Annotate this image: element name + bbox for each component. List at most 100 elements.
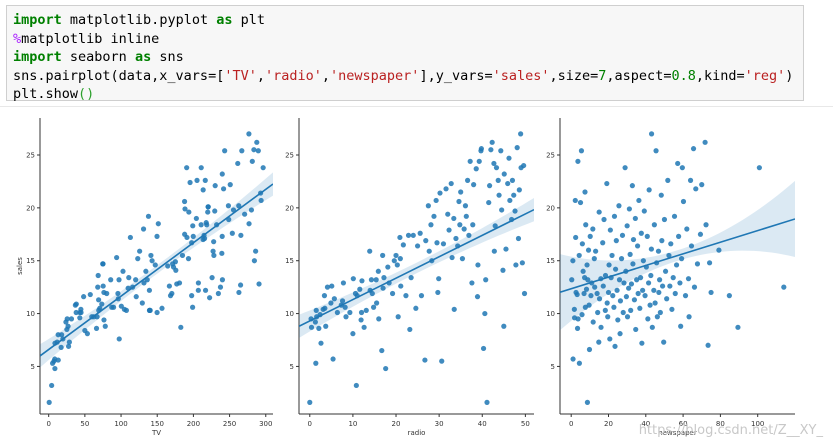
scatter-point xyxy=(671,213,678,219)
x-tick-label: 0 xyxy=(308,420,312,428)
scatter-point xyxy=(706,260,713,266)
scatter-point xyxy=(340,280,347,286)
scatter-point xyxy=(579,312,585,318)
scatter-point xyxy=(145,213,152,219)
scatter-point xyxy=(453,235,459,242)
scatter-point xyxy=(614,287,620,293)
scatter-point xyxy=(596,339,602,345)
x-tick-label: 60 xyxy=(679,420,688,428)
scatter-point xyxy=(210,248,216,254)
scatter-point xyxy=(572,197,578,204)
code-token: 'reg' xyxy=(744,67,786,84)
y-tick-label: 25 xyxy=(546,152,555,160)
scatter-point xyxy=(383,365,389,372)
scatter-point xyxy=(506,155,512,161)
scatter-point xyxy=(330,356,336,362)
scatter-point xyxy=(96,297,102,303)
scatter-point xyxy=(155,221,161,227)
scatter-point xyxy=(260,165,266,171)
scatter-point xyxy=(249,158,255,164)
scatter-point xyxy=(573,234,579,241)
x-tick-label: 0 xyxy=(46,420,50,428)
x-tick-label: 20 xyxy=(392,420,401,428)
y-tick-label: 10 xyxy=(26,310,35,318)
code-token: ,size= xyxy=(549,67,599,84)
watermark-text: https://blog.csdn.net/Z__XY_ xyxy=(638,423,823,438)
code-token: , xyxy=(256,67,265,84)
scatter-point xyxy=(638,230,644,236)
scatter-point xyxy=(591,256,597,262)
code-token: 'radio' xyxy=(264,67,322,84)
scatter-point xyxy=(425,203,431,209)
scatter-point xyxy=(52,365,58,372)
scatter-point xyxy=(440,241,447,247)
scatter-point xyxy=(476,158,482,164)
scatter-point xyxy=(516,187,522,193)
scatter-point xyxy=(451,215,457,222)
scatter-point xyxy=(376,316,382,322)
scatter-point xyxy=(651,287,657,293)
scatter-point xyxy=(488,147,494,153)
scatter-point xyxy=(617,331,623,337)
code-line: sns.pairplot(data,x_vars=['TV','radio','… xyxy=(13,68,793,84)
scatter-point xyxy=(347,309,353,316)
scatter-point xyxy=(521,290,528,297)
scatter-point xyxy=(634,243,641,249)
scatter-point xyxy=(202,177,208,183)
scatter-point xyxy=(380,285,386,291)
y-tick-label: 10 xyxy=(546,310,555,318)
scatter-point xyxy=(166,283,172,289)
scatter-point xyxy=(176,280,183,286)
scatter-point xyxy=(49,382,55,389)
scatter-point xyxy=(505,180,511,187)
scatter-point xyxy=(227,182,233,188)
scatter-point xyxy=(667,283,673,289)
code-token: ) xyxy=(785,67,794,84)
code-token: 'newspaper' xyxy=(330,67,420,84)
plot-area xyxy=(40,131,273,405)
scatter-point xyxy=(256,281,262,287)
code-input[interactable]: import matplotlib.pyplot as plt %matplot… xyxy=(13,11,793,104)
scatter-point xyxy=(445,211,451,217)
scatter-point xyxy=(95,272,101,279)
scatter-point xyxy=(469,280,475,286)
scatter-point xyxy=(334,309,340,316)
y-tick-label: 5 xyxy=(290,363,294,371)
scatter-point xyxy=(666,252,672,259)
code-token: 0.8 xyxy=(671,67,696,84)
scatter-point xyxy=(201,235,208,242)
scatter-point xyxy=(576,252,582,259)
code-cell[interactable]: import matplotlib.pyplot as plt %matplot… xyxy=(6,5,804,104)
scatter-point xyxy=(110,304,117,310)
scatter-point xyxy=(193,215,199,222)
scatter-point xyxy=(405,232,412,238)
scatter-point xyxy=(258,197,264,204)
scatter-point xyxy=(104,290,110,297)
scatter-point xyxy=(491,248,497,254)
scatter-point xyxy=(375,268,381,274)
code-token: % xyxy=(13,30,22,47)
scatter-point xyxy=(611,213,618,219)
scatter-point xyxy=(473,166,479,172)
scatter-point xyxy=(422,357,428,363)
scatter-point xyxy=(726,293,732,299)
scatter-point xyxy=(496,192,502,198)
scatter-point xyxy=(359,278,365,284)
scatter-point xyxy=(428,222,434,228)
scatter-point xyxy=(426,248,432,254)
scatter-point xyxy=(350,331,356,337)
scatter-point xyxy=(100,283,106,289)
scatter-point xyxy=(236,203,242,209)
scatter-point xyxy=(630,261,636,267)
scatter-point xyxy=(451,306,457,312)
scatter-point xyxy=(84,331,90,337)
scatter-point xyxy=(659,238,665,244)
scatter-point xyxy=(656,289,662,296)
scatter-point xyxy=(100,261,106,267)
scatter-point xyxy=(205,204,211,210)
code-token: 7 xyxy=(598,67,607,84)
scatter-point xyxy=(658,192,664,198)
scatter-point xyxy=(368,277,375,283)
scatter-point xyxy=(669,306,675,312)
scatter-point xyxy=(77,315,83,321)
